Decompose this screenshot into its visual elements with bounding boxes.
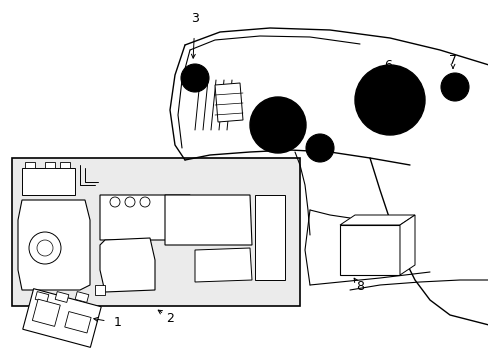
Text: 5: 5 bbox=[317, 135, 325, 149]
Text: 7: 7 bbox=[448, 54, 456, 67]
Text: 2: 2 bbox=[166, 311, 174, 324]
Polygon shape bbox=[215, 83, 243, 122]
Polygon shape bbox=[25, 162, 35, 168]
Polygon shape bbox=[75, 292, 89, 302]
Polygon shape bbox=[195, 248, 251, 282]
Polygon shape bbox=[64, 311, 91, 333]
Text: 8: 8 bbox=[355, 280, 363, 293]
Polygon shape bbox=[399, 215, 414, 275]
Polygon shape bbox=[164, 195, 251, 245]
Text: 3: 3 bbox=[191, 12, 199, 24]
Polygon shape bbox=[22, 168, 75, 195]
Polygon shape bbox=[339, 225, 399, 275]
Polygon shape bbox=[95, 285, 105, 295]
Polygon shape bbox=[45, 162, 55, 168]
Circle shape bbox=[305, 134, 333, 162]
Circle shape bbox=[262, 109, 293, 141]
Polygon shape bbox=[18, 200, 90, 290]
Text: 6: 6 bbox=[383, 59, 391, 72]
Bar bbox=[12, 158, 299, 306]
Polygon shape bbox=[23, 289, 101, 347]
Polygon shape bbox=[100, 195, 192, 240]
Circle shape bbox=[369, 80, 409, 120]
Circle shape bbox=[313, 142, 325, 154]
Circle shape bbox=[181, 64, 208, 92]
Text: 4: 4 bbox=[293, 116, 301, 129]
Polygon shape bbox=[60, 162, 70, 168]
Circle shape bbox=[249, 97, 305, 153]
Polygon shape bbox=[339, 215, 414, 225]
Circle shape bbox=[440, 73, 468, 101]
Circle shape bbox=[189, 72, 201, 84]
Polygon shape bbox=[254, 195, 285, 280]
Polygon shape bbox=[55, 292, 69, 302]
Polygon shape bbox=[32, 299, 60, 327]
Text: 1: 1 bbox=[114, 316, 122, 329]
Circle shape bbox=[448, 81, 460, 93]
Polygon shape bbox=[100, 238, 155, 292]
Circle shape bbox=[354, 65, 424, 135]
Polygon shape bbox=[35, 292, 49, 302]
